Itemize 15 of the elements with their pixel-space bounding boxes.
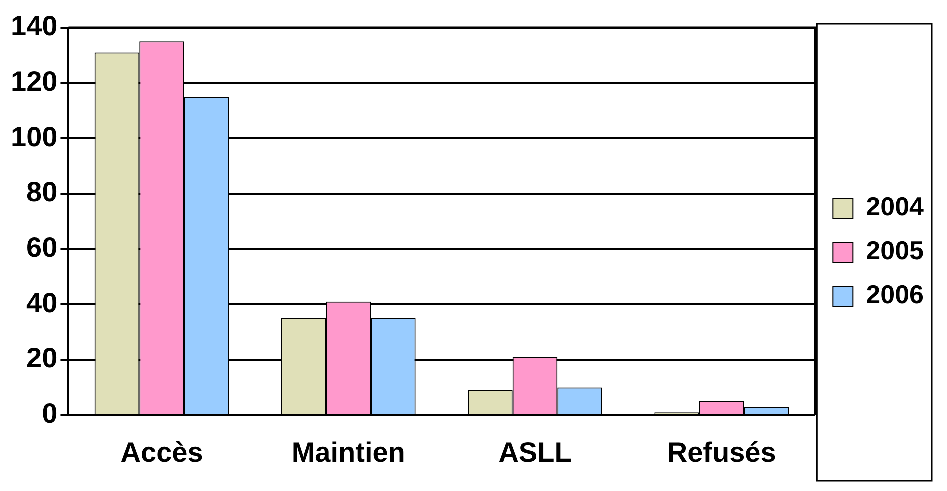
y-tick-label: 0	[42, 398, 58, 430]
y-tick-label: 140	[11, 10, 58, 42]
y-tick-label: 120	[11, 66, 58, 97]
y-tick-label: 80	[26, 176, 58, 208]
x-tick-label: Refusés	[667, 436, 776, 468]
legend-label: 2005	[866, 236, 924, 266]
legend-label: 2006	[866, 280, 924, 310]
x-tick-label: Maintien	[292, 436, 406, 468]
legend-label: 2004	[866, 192, 925, 222]
y-tick-label: 100	[11, 121, 58, 152]
x-tick-label: ASLL	[498, 436, 572, 468]
y-tick-label: 40	[26, 287, 58, 318]
y-tick-label: 20	[26, 342, 58, 374]
y-tick-label: 60	[26, 232, 58, 264]
x-tick-label: Accès	[120, 436, 204, 468]
